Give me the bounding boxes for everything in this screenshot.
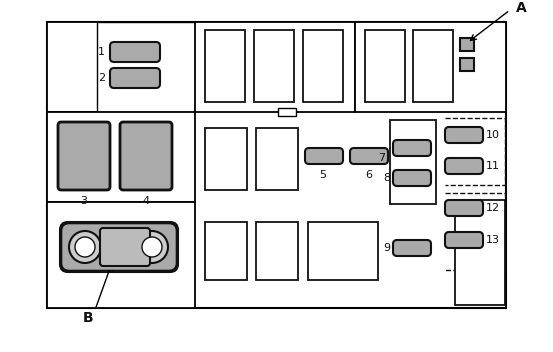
FancyBboxPatch shape xyxy=(63,225,175,269)
FancyBboxPatch shape xyxy=(393,140,431,156)
FancyBboxPatch shape xyxy=(355,22,506,112)
FancyBboxPatch shape xyxy=(303,30,343,102)
FancyBboxPatch shape xyxy=(413,30,453,102)
FancyBboxPatch shape xyxy=(390,120,436,204)
Text: 11: 11 xyxy=(486,161,500,171)
Text: A: A xyxy=(516,1,527,15)
FancyBboxPatch shape xyxy=(445,127,483,143)
FancyBboxPatch shape xyxy=(205,30,245,102)
FancyBboxPatch shape xyxy=(205,222,247,280)
Text: 2: 2 xyxy=(98,73,105,83)
Circle shape xyxy=(75,237,95,257)
FancyBboxPatch shape xyxy=(97,22,195,112)
FancyBboxPatch shape xyxy=(256,128,298,190)
FancyBboxPatch shape xyxy=(110,42,160,62)
FancyBboxPatch shape xyxy=(205,128,247,190)
FancyBboxPatch shape xyxy=(393,240,431,256)
FancyBboxPatch shape xyxy=(460,58,474,71)
FancyBboxPatch shape xyxy=(460,38,474,51)
FancyBboxPatch shape xyxy=(47,112,195,202)
Text: 6: 6 xyxy=(366,170,373,180)
FancyBboxPatch shape xyxy=(58,122,110,190)
FancyBboxPatch shape xyxy=(365,30,405,102)
FancyBboxPatch shape xyxy=(100,228,150,266)
Circle shape xyxy=(136,231,168,263)
FancyBboxPatch shape xyxy=(455,200,505,305)
Text: 8: 8 xyxy=(383,173,390,183)
Text: 1: 1 xyxy=(98,47,105,57)
FancyBboxPatch shape xyxy=(445,200,483,216)
FancyBboxPatch shape xyxy=(278,108,296,116)
Text: 3: 3 xyxy=(81,196,87,206)
FancyBboxPatch shape xyxy=(445,158,483,174)
Circle shape xyxy=(69,231,101,263)
FancyBboxPatch shape xyxy=(445,232,483,248)
Text: 4: 4 xyxy=(143,196,149,206)
Text: 5: 5 xyxy=(320,170,326,180)
FancyBboxPatch shape xyxy=(47,22,506,308)
FancyBboxPatch shape xyxy=(195,22,355,112)
FancyBboxPatch shape xyxy=(256,222,298,280)
FancyBboxPatch shape xyxy=(47,202,195,308)
Text: 10: 10 xyxy=(486,130,500,140)
FancyBboxPatch shape xyxy=(254,30,294,102)
FancyBboxPatch shape xyxy=(393,170,431,186)
FancyBboxPatch shape xyxy=(350,148,388,164)
FancyBboxPatch shape xyxy=(60,222,178,272)
FancyBboxPatch shape xyxy=(120,122,172,190)
FancyBboxPatch shape xyxy=(110,68,160,88)
Circle shape xyxy=(142,237,162,257)
FancyBboxPatch shape xyxy=(305,148,343,164)
Text: 13: 13 xyxy=(486,235,500,245)
Text: 12: 12 xyxy=(486,203,500,213)
Text: 7: 7 xyxy=(378,153,385,163)
Text: B: B xyxy=(83,311,93,325)
Text: 9: 9 xyxy=(383,243,390,253)
FancyBboxPatch shape xyxy=(308,222,378,280)
FancyBboxPatch shape xyxy=(47,22,195,112)
